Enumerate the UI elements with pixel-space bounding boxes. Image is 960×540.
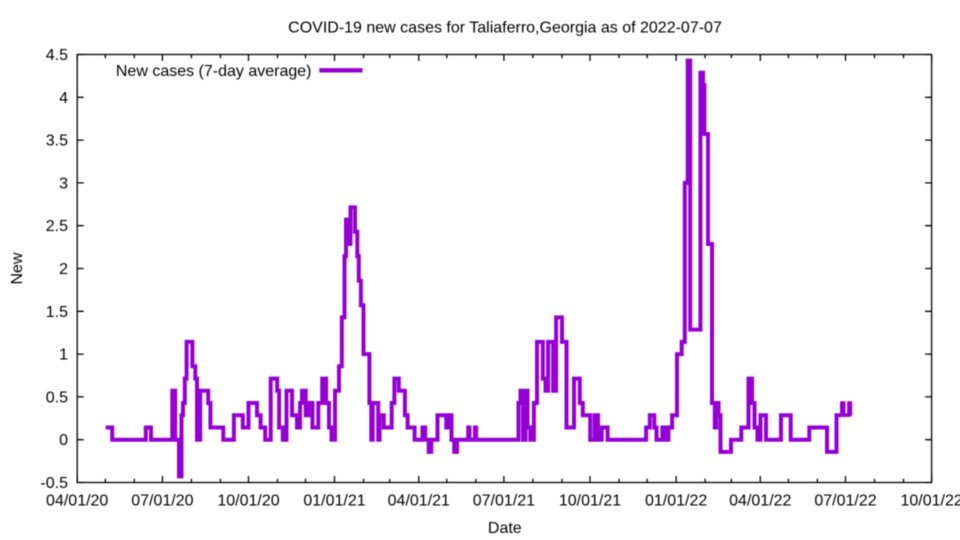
svg-text:07/01/20: 07/01/20 xyxy=(131,493,193,510)
svg-text:10/01/22: 10/01/22 xyxy=(900,493,960,510)
svg-text:3.5: 3.5 xyxy=(46,133,68,150)
svg-text:-0.5: -0.5 xyxy=(40,475,68,492)
svg-text:2.5: 2.5 xyxy=(46,218,68,235)
svg-text:01/01/22: 01/01/22 xyxy=(645,493,707,510)
svg-text:New cases (7-day average): New cases (7-day average) xyxy=(116,63,312,80)
svg-text:0: 0 xyxy=(59,432,68,449)
svg-text:3: 3 xyxy=(59,175,68,192)
svg-text:0.5: 0.5 xyxy=(46,389,68,406)
svg-text:04/01/22: 04/01/22 xyxy=(729,493,791,510)
svg-text:04/01/21: 04/01/21 xyxy=(388,493,450,510)
svg-text:4: 4 xyxy=(59,90,68,107)
svg-text:4.5: 4.5 xyxy=(46,47,68,64)
svg-text:01/01/21: 01/01/21 xyxy=(303,493,365,510)
svg-text:10/01/20: 10/01/20 xyxy=(217,493,279,510)
svg-text:2: 2 xyxy=(59,261,68,278)
svg-text:New: New xyxy=(9,252,26,284)
svg-text:COVID-19 new cases for Taliafe: COVID-19 new cases for Taliaferro,Georgi… xyxy=(288,20,722,37)
svg-text:07/01/21: 07/01/21 xyxy=(473,493,535,510)
svg-text:07/01/22: 07/01/22 xyxy=(814,493,876,510)
svg-text:10/01/21: 10/01/21 xyxy=(559,493,621,510)
svg-text:1: 1 xyxy=(59,347,68,364)
svg-text:Date: Date xyxy=(488,520,522,537)
svg-text:1.5: 1.5 xyxy=(46,304,68,321)
svg-text:04/01/20: 04/01/20 xyxy=(46,493,108,510)
